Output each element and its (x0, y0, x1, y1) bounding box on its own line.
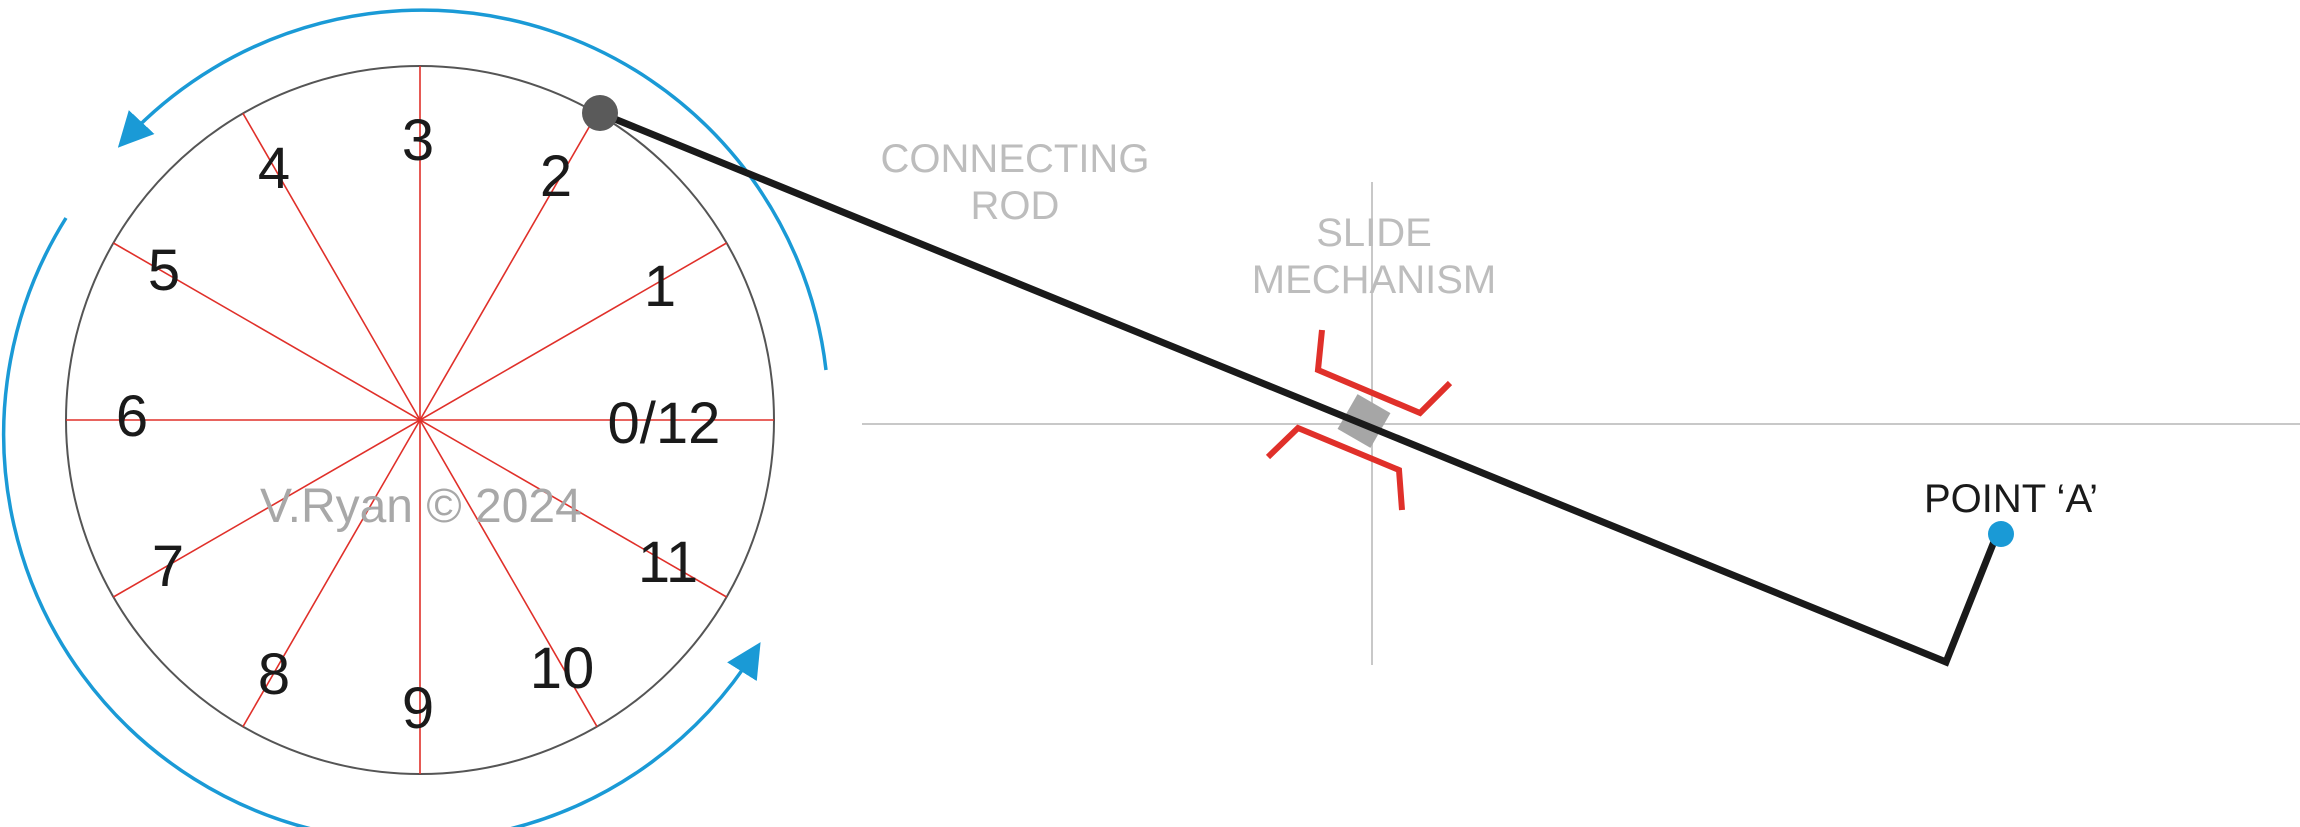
crank-position-numbers: 0/12 1 2 3 4 5 6 7 8 9 10 11 (116, 108, 721, 741)
crank-position-4: 4 (258, 136, 290, 201)
crank-position-3: 3 (402, 108, 434, 173)
slide-guide-lower (1265, 424, 1405, 511)
crank-position-1: 1 (644, 254, 676, 319)
crank-spokes (66, 66, 774, 774)
point-a-marker (1988, 521, 2014, 547)
rotation-arrow-bottom (1, 217, 761, 827)
connecting-rod-label-line2: ROD (971, 184, 1060, 228)
crank-position-11: 11 (638, 530, 698, 595)
connecting-rod-label-line1: CONNECTING (881, 137, 1150, 181)
rotation-arrow-top (117, 8, 828, 371)
crank-pin (582, 95, 618, 131)
connecting-rod (598, 109, 2001, 667)
crank-position-0-12: 0/12 (608, 391, 721, 456)
crank-position-2: 2 (540, 144, 572, 209)
crank-position-10: 10 (530, 636, 595, 701)
slide-mechanism-label-line1: SLIDE (1316, 211, 1432, 255)
watermark: V.Ryan © 2024 (260, 480, 582, 533)
slide-guide-upper (1314, 329, 1453, 417)
crank-spoke (113, 242, 727, 598)
crank-position-6: 6 (116, 384, 148, 449)
crank-position-8: 8 (258, 642, 290, 707)
crank-position-5: 5 (148, 238, 180, 303)
crank-position-9: 9 (402, 676, 434, 741)
crank-position-7: 7 (152, 534, 184, 599)
slide-mechanism-label-line2: MECHANISM (1252, 258, 1496, 302)
point-a-label: POINT ‘A’ (1924, 477, 2098, 521)
